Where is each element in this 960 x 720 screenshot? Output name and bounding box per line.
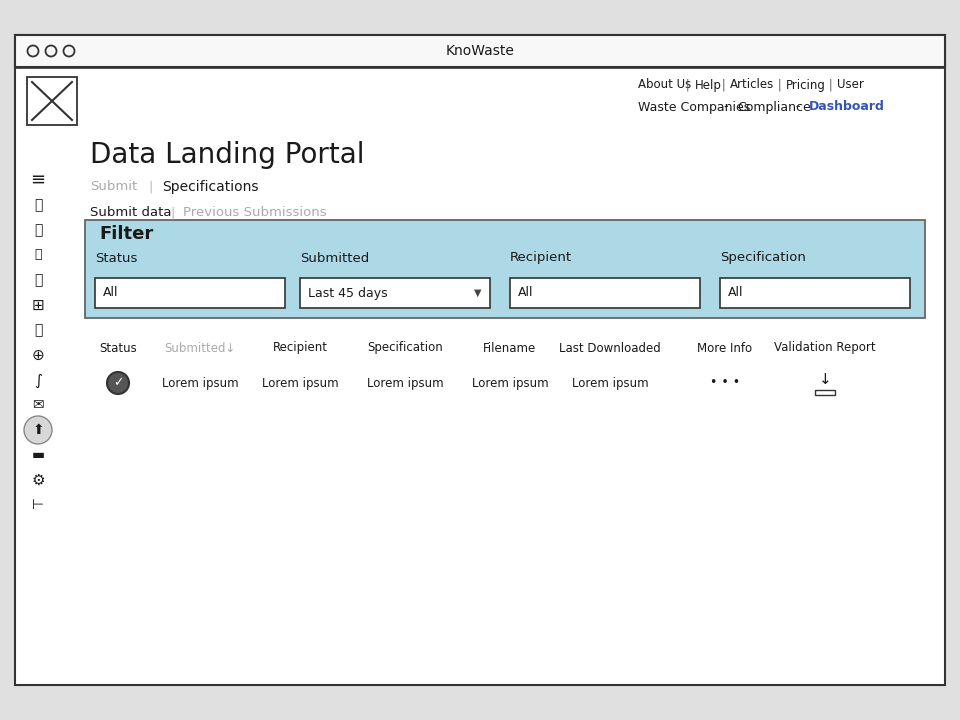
FancyBboxPatch shape [510, 278, 700, 308]
Text: All: All [728, 287, 743, 300]
Text: Lorem ipsum: Lorem ipsum [161, 377, 238, 390]
Text: ✓: ✓ [112, 377, 123, 390]
Text: |: | [683, 78, 694, 91]
Text: Status: Status [95, 251, 137, 264]
Text: Validation Report: Validation Report [774, 341, 876, 354]
Text: Pricing: Pricing [786, 78, 826, 91]
Text: |: | [148, 181, 153, 194]
Text: Recipient: Recipient [273, 341, 327, 354]
Text: ↓: ↓ [819, 372, 831, 387]
Text: Articles: Articles [730, 78, 774, 91]
Text: |: | [825, 78, 836, 91]
Text: -: - [792, 101, 804, 114]
Text: 👥: 👥 [35, 248, 41, 261]
Text: -: - [721, 101, 733, 114]
Text: ⊕: ⊕ [32, 348, 44, 362]
Text: ∫: ∫ [34, 372, 42, 387]
Text: ▬: ▬ [32, 448, 44, 462]
Text: Status: Status [99, 341, 137, 354]
Text: ⊞: ⊞ [32, 297, 44, 312]
Circle shape [24, 416, 52, 444]
Text: Dashboard: Dashboard [808, 101, 884, 114]
FancyBboxPatch shape [720, 278, 910, 308]
FancyBboxPatch shape [95, 278, 285, 308]
Text: Specifications: Specifications [162, 180, 258, 194]
Text: 🔔: 🔔 [34, 323, 42, 337]
Text: User: User [837, 78, 864, 91]
Circle shape [107, 372, 129, 394]
FancyBboxPatch shape [85, 220, 925, 318]
Text: Lorem ipsum: Lorem ipsum [262, 377, 338, 390]
Text: More Info: More Info [697, 341, 753, 354]
Text: Filename: Filename [484, 341, 537, 354]
Text: |: | [774, 78, 785, 91]
Text: Submit data: Submit data [90, 207, 172, 220]
Text: Submit: Submit [90, 181, 137, 194]
Text: • • •: • • • [710, 377, 740, 390]
Text: Last Downloaded: Last Downloaded [559, 341, 660, 354]
Text: All: All [103, 287, 118, 300]
Text: ⚙: ⚙ [31, 472, 45, 487]
Text: ✉: ✉ [33, 398, 44, 412]
Text: Help: Help [694, 78, 721, 91]
FancyBboxPatch shape [27, 77, 77, 125]
Text: Filter: Filter [99, 225, 154, 243]
Text: Last 45 days: Last 45 days [308, 287, 388, 300]
Text: About Us: About Us [638, 78, 691, 91]
Text: Specification: Specification [720, 251, 805, 264]
Text: Compliance: Compliance [737, 101, 811, 114]
Text: ▼: ▼ [474, 288, 482, 298]
FancyBboxPatch shape [15, 35, 945, 67]
Text: All: All [518, 287, 534, 300]
FancyBboxPatch shape [300, 278, 490, 308]
Text: |: | [718, 78, 729, 91]
Text: 📁: 📁 [34, 273, 42, 287]
Text: Data Landing Portal: Data Landing Portal [90, 141, 365, 169]
Text: Specification: Specification [367, 341, 443, 354]
Text: KnoWaste: KnoWaste [445, 44, 515, 58]
Text: 🔍: 🔍 [34, 198, 42, 212]
Text: Submitted↓: Submitted↓ [164, 341, 236, 354]
Text: 🏠: 🏠 [34, 223, 42, 237]
Text: Lorem ipsum: Lorem ipsum [367, 377, 444, 390]
Text: Waste Companies: Waste Companies [638, 101, 751, 114]
FancyBboxPatch shape [15, 35, 945, 685]
Text: Submitted: Submitted [300, 251, 370, 264]
Text: Previous Submissions: Previous Submissions [183, 207, 326, 220]
Text: ⬆: ⬆ [33, 423, 44, 437]
Text: Lorem ipsum: Lorem ipsum [572, 377, 648, 390]
Text: Lorem ipsum: Lorem ipsum [471, 377, 548, 390]
Text: Recipient: Recipient [510, 251, 572, 264]
Text: |: | [170, 207, 175, 220]
Text: ⊢: ⊢ [32, 498, 44, 512]
Text: ≡: ≡ [31, 171, 45, 189]
